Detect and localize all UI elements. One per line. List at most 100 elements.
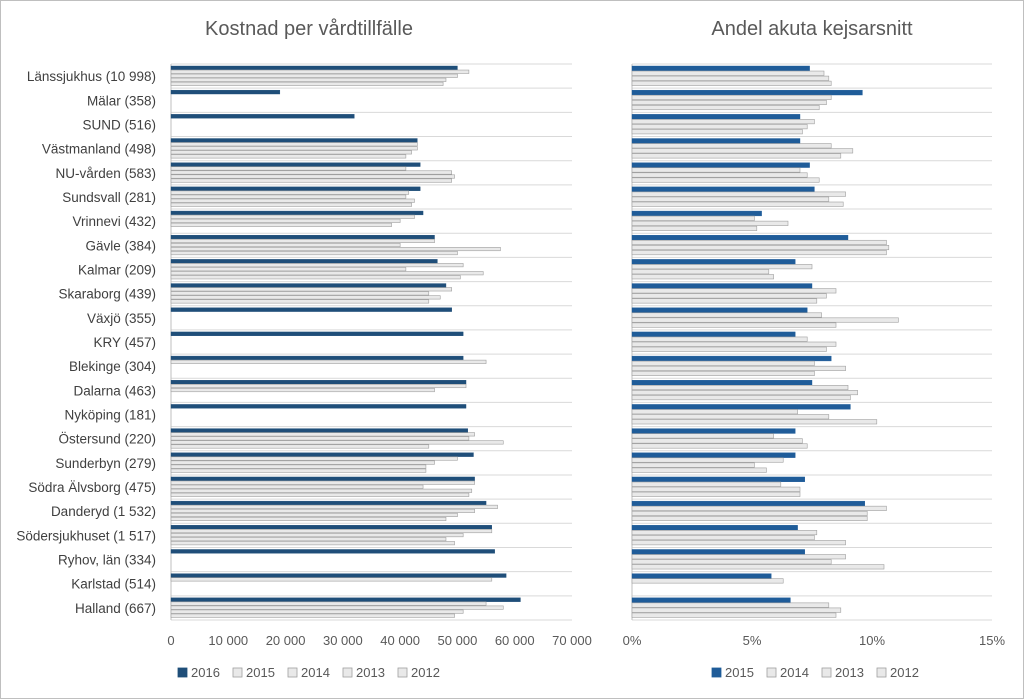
csec-bar-2012 [631,225,758,231]
cost-x-tick-label: 70 000 [552,633,592,648]
csec-bar-2013 [631,510,868,516]
cost-bar-2013 [170,150,412,155]
cost-bar-2015 [170,480,475,485]
cost-bar-2016 [170,380,467,385]
cost-bar-2014 [170,605,504,610]
cost-bar-2012 [170,516,447,522]
csec-bar-2014 [631,215,755,221]
csec-bar-2013 [631,462,755,468]
csec-bar-2013 [631,341,837,347]
csec-bar-2015 [631,380,813,386]
csec-bar-2012 [631,346,827,352]
csec-bar-2015 [631,307,808,313]
csec-bar-2013 [631,269,770,275]
csec-bar-2012 [631,250,887,256]
csec-bar-2014 [631,409,798,415]
cost-legend-swatch-2014 [287,667,298,678]
cost-bar-2013 [170,537,447,542]
category-label: Danderyd (1 532) [51,504,156,519]
csec-bar-2014 [631,530,818,536]
csec-bar-2015 [631,114,801,120]
cost-bar-2014 [170,170,453,175]
csec-bar-2015 [631,500,866,507]
category-label: Blekinge (304) [69,359,156,374]
csec-bar-2015 [631,89,863,96]
cost-bar-2012 [170,299,430,304]
cost-bar-2015 [170,456,458,461]
cost-bar-2016 [170,114,355,119]
cost-legend-label-2016: 2016 [191,665,220,680]
cost-bar-2016 [170,452,474,457]
cost-bar-2014 [170,388,435,393]
csec-bar-2013 [631,99,827,106]
csec-bar-2015 [631,452,796,458]
cost-bar-2012 [170,154,407,159]
csec-x-tick-label: 5% [743,633,762,648]
csec-bar-2012 [631,370,815,376]
csec-bar-2013 [631,293,827,299]
category-label: Västmanland (498) [42,142,156,157]
csec-bar-2014 [631,457,784,463]
cost-bar-2016 [170,549,495,554]
csec-x-tick-label: 15% [979,633,1005,648]
cost-bar-2014 [170,291,430,296]
csec-bar-2015 [631,573,772,579]
csec-bar-2013 [631,438,803,444]
category-label: Kalmar (209) [78,262,156,277]
cost-bar-2013 [170,512,458,517]
csec-bar-2014 [631,239,887,246]
category-label: Halland (667) [75,601,156,616]
csec-bar-2012 [631,395,851,401]
category-label: Karlstad (514) [71,577,156,592]
csec-bar-2013 [631,559,832,565]
csec-bar-2015 [631,476,806,482]
cost-bar-2013 [170,488,473,493]
cost-bar-2016 [170,283,447,288]
cost-bar-2014 [170,460,435,465]
csec-bar-2014 [631,94,832,100]
cost-bar-2015 [170,263,464,268]
cost-bar-2013 [170,77,447,82]
category-label: Nyköping (181) [64,408,156,423]
csec-bar-2015 [631,65,810,72]
cost-bar-2015 [170,383,467,389]
category-label: Södra Älvsborg (475) [28,480,156,495]
cost-bar-2014 [170,73,458,78]
csec-bar-2012 [631,564,885,570]
csec-bar-2014 [631,70,825,76]
csec-bar-2014 [631,505,887,511]
csec-bar-2013 [631,365,846,371]
cost-bar-2013 [170,609,464,614]
csec-legend-label-2015: 2015 [725,665,754,680]
csec-bar-2015 [631,138,801,144]
cost-x-tick-label: 10 000 [208,633,248,648]
cost-legend-swatch-2016 [177,667,188,678]
category-label: Sunderbyn (279) [55,456,156,471]
category-label: Skaraborg (439) [58,287,156,302]
category-label: KRY (457) [93,335,156,350]
cost-x-tick-label: 30 000 [323,633,363,648]
csec-legend-label-2013: 2013 [835,665,864,680]
csec-bar-2014 [631,554,846,560]
cost-bar-2016 [170,89,281,95]
cost-legend-swatch-2012 [397,667,408,678]
csec-bar-2013 [631,245,890,251]
csec-bar-2013 [631,535,815,541]
cost-bar-2016 [170,162,421,167]
cost-bar-2013 [170,440,504,445]
cost-bar-2012 [170,613,455,618]
cost-legend-label-2015: 2015 [246,665,275,680]
category-label: Vrinnevi (432) [72,214,156,229]
csec-bar-2012 [631,491,801,497]
cost-bar-2012 [170,251,458,256]
cost-bar-2015 [170,432,475,437]
cost-bar-2012 [170,541,455,546]
cost-bar-2016 [170,307,452,312]
cost-bar-2016 [170,428,468,433]
csec-bar-2013 [631,148,854,154]
cost-bar-2015 [170,359,487,364]
csec-bar-2012 [631,322,837,328]
category-label: Länssjukhus (10 998) [27,69,156,84]
cost-bar-2016 [170,500,487,506]
csec-bar-2014 [631,336,808,342]
